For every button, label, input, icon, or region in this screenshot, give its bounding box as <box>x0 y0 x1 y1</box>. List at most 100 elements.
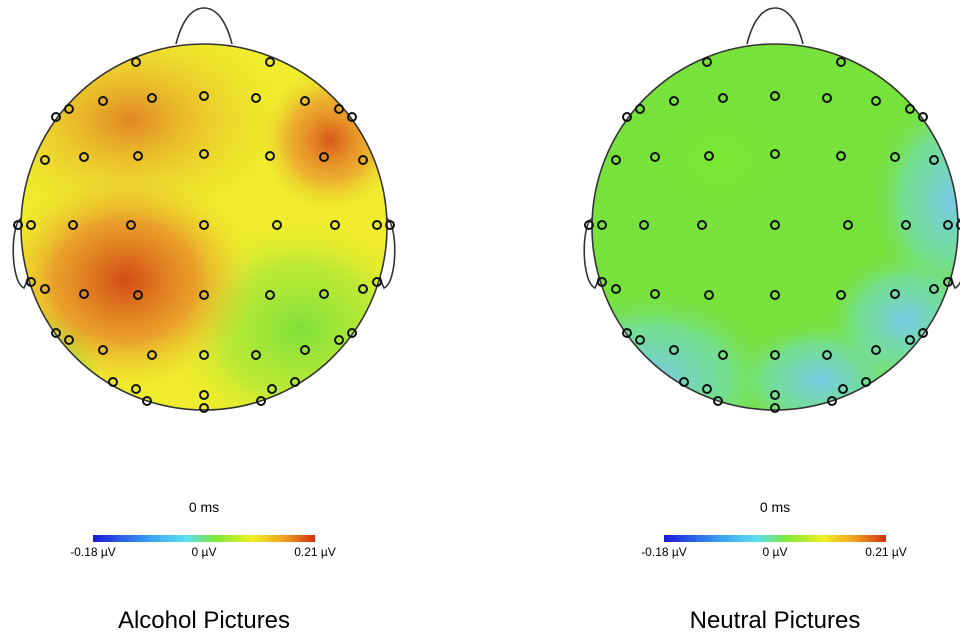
electrode-marker <box>861 377 871 387</box>
electrode-marker <box>639 220 649 230</box>
electrode-marker <box>584 220 594 230</box>
electrode-marker <box>836 151 846 161</box>
electrode-marker <box>358 155 368 165</box>
electrode-marker <box>597 277 607 287</box>
electrode-marker <box>702 384 712 394</box>
electrode-marker <box>770 350 780 360</box>
electrode-marker <box>822 93 832 103</box>
electrode-marker <box>334 104 344 114</box>
electrode-marker <box>650 152 660 162</box>
electrode-marker <box>770 220 780 230</box>
electrode-marker <box>943 220 953 230</box>
electrode-marker <box>611 155 621 165</box>
alcohol-scale-max: 0.21 µV <box>294 545 336 559</box>
electrode-marker <box>918 112 928 122</box>
electrode-marker <box>702 57 712 67</box>
alcohol-panel-title: Alcohol Pictures <box>118 607 290 633</box>
electrode-marker <box>385 220 395 230</box>
electrode-marker <box>713 396 723 406</box>
electrode-marker <box>40 284 50 294</box>
electrode-marker <box>51 328 61 338</box>
electrode-marker <box>147 93 157 103</box>
electrode-marker <box>199 290 209 300</box>
electrode-marker <box>669 96 679 106</box>
electrode-marker <box>199 390 209 400</box>
electrode-marker <box>13 220 23 230</box>
electrode-marker <box>929 155 939 165</box>
alcohol-scale-mid: 0 µV <box>192 545 217 559</box>
alcohol-time-label: 0 ms <box>189 499 219 515</box>
electrode-marker <box>265 290 275 300</box>
electrode-marker <box>26 277 36 287</box>
neutral-scale-max: 0.21 µV <box>865 545 907 559</box>
nose-outline <box>175 7 233 45</box>
electrode-marker <box>372 220 382 230</box>
electrode-marker <box>199 403 209 413</box>
electrode-marker <box>131 57 141 67</box>
electrode-marker <box>98 345 108 355</box>
electrode-marker <box>347 112 357 122</box>
electrode-marker <box>905 104 915 114</box>
electrode-marker <box>290 377 300 387</box>
electrode-marker <box>319 289 329 299</box>
electrode-marker <box>108 377 118 387</box>
electrode-marker <box>843 220 853 230</box>
electrode-marker <box>98 96 108 106</box>
electrode-marker <box>142 396 152 406</box>
alcohol-scale-bar <box>93 535 315 542</box>
electrode-marker <box>126 220 136 230</box>
electrode-marker <box>251 350 261 360</box>
electrode-marker <box>770 290 780 300</box>
electrode-marker <box>836 290 846 300</box>
alcohol-scale-min: -0.18 µV <box>70 545 116 559</box>
electrode-marker <box>347 328 357 338</box>
electrode-marker <box>770 91 780 101</box>
electrode-marker <box>890 152 900 162</box>
electrode-marker <box>622 112 632 122</box>
electrode-marker <box>372 277 382 287</box>
electrode-marker <box>256 396 266 406</box>
alcohol-colorbar: 0 ms -0.18 µV 0 µV 0.21 µV <box>70 499 336 559</box>
electrode-marker <box>79 152 89 162</box>
electrode-marker <box>697 220 707 230</box>
electrode-marker <box>133 290 143 300</box>
electrode-marker <box>943 277 953 287</box>
electrode-marker <box>838 384 848 394</box>
electrode-marker <box>622 328 632 338</box>
neutral-panel-title: Neutral Pictures <box>690 607 861 633</box>
electrode-marker <box>330 220 340 230</box>
electrode-marker <box>836 57 846 67</box>
electrode-marker <box>199 220 209 230</box>
neutral-scale-mid: 0 µV <box>763 545 788 559</box>
electrode-marker <box>319 152 329 162</box>
electrode-marker <box>770 403 780 413</box>
electrode-marker <box>929 284 939 294</box>
neutral-electrodes <box>584 57 960 413</box>
electrode-marker <box>871 345 881 355</box>
electrode-marker <box>770 149 780 159</box>
electrode-marker <box>822 350 832 360</box>
electrode-marker <box>199 91 209 101</box>
electrode-marker <box>147 350 157 360</box>
electrode-marker <box>704 151 714 161</box>
electrode-marker <box>265 151 275 161</box>
electrode-marker <box>199 149 209 159</box>
electrode-marker <box>635 335 645 345</box>
electrode-marker <box>871 96 881 106</box>
electrode-marker <box>40 155 50 165</box>
neutral-topomap <box>583 7 960 413</box>
electrode-marker <box>669 345 679 355</box>
electrode-marker <box>51 112 61 122</box>
electrode-marker <box>300 345 310 355</box>
electrode-marker <box>272 220 282 230</box>
alcohol-heatmap <box>21 44 387 410</box>
electrode-marker <box>901 220 911 230</box>
electrode-marker <box>64 104 74 114</box>
electrode-marker <box>704 290 714 300</box>
electrode-marker <box>26 220 36 230</box>
nose-outline <box>746 7 804 45</box>
electrode-marker <box>905 335 915 345</box>
alcohol-electrodes <box>13 57 395 413</box>
electrode-marker <box>597 220 607 230</box>
neutral-scale-min: -0.18 µV <box>641 545 687 559</box>
